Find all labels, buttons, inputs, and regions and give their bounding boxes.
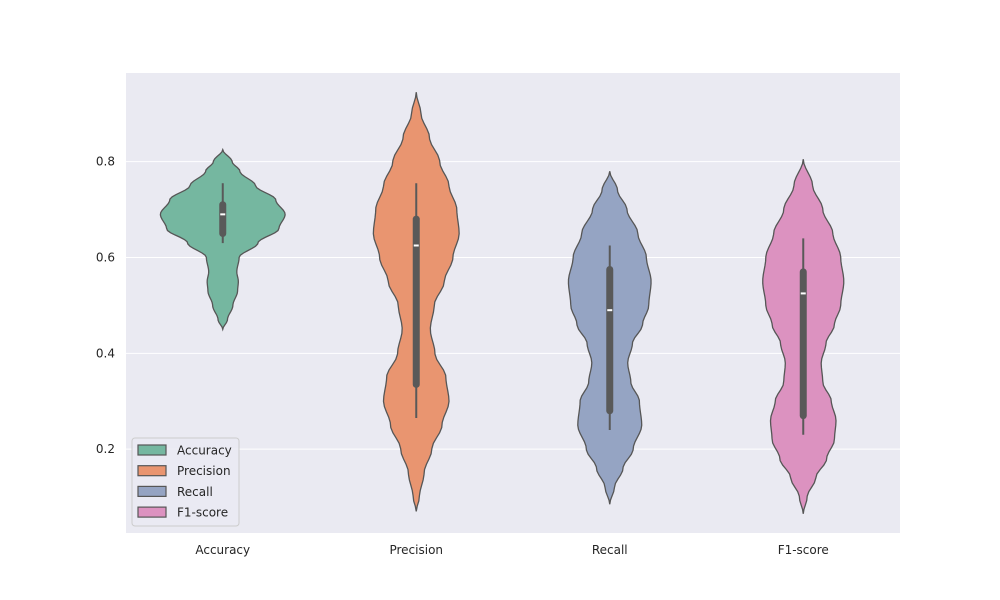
violin-accuracy (159, 147, 286, 332)
y-axis: 0.2 0.4 0.6 0.8 (96, 155, 115, 457)
x-tick-label: Recall (592, 543, 628, 557)
legend-label: Precision (177, 464, 231, 478)
legend-item: Recall (137, 485, 213, 499)
y-tick-label: 0.2 (96, 442, 115, 456)
legend-label: Accuracy (177, 444, 232, 458)
violin-f1-score (762, 159, 845, 514)
legend-swatch (137, 444, 167, 456)
legend-frame (131, 437, 240, 527)
legend: Accuracy Precision Recall F1-score (131, 437, 240, 527)
legend-label: F1-score (177, 506, 228, 520)
x-tick-label: F1-score (778, 543, 829, 557)
legend-swatch (137, 506, 167, 518)
x-axis: Accuracy Precision Recall F1-score (195, 543, 828, 557)
legend-item: F1-score (137, 506, 228, 520)
x-tick-label: Accuracy (195, 543, 250, 557)
y-tick-label: 0.6 (96, 250, 115, 264)
legend-swatch (137, 465, 167, 477)
violin-precision (372, 92, 460, 512)
violins (159, 92, 845, 514)
violin-recall (567, 171, 652, 505)
x-tick-label: Precision (389, 543, 443, 557)
y-tick-label: 0.8 (96, 155, 115, 169)
legend-item: Precision (137, 464, 231, 478)
legend-swatch (137, 485, 167, 497)
legend-label: Recall (177, 485, 213, 499)
legend-item: Accuracy (137, 444, 232, 458)
y-tick-label: 0.4 (96, 346, 115, 360)
